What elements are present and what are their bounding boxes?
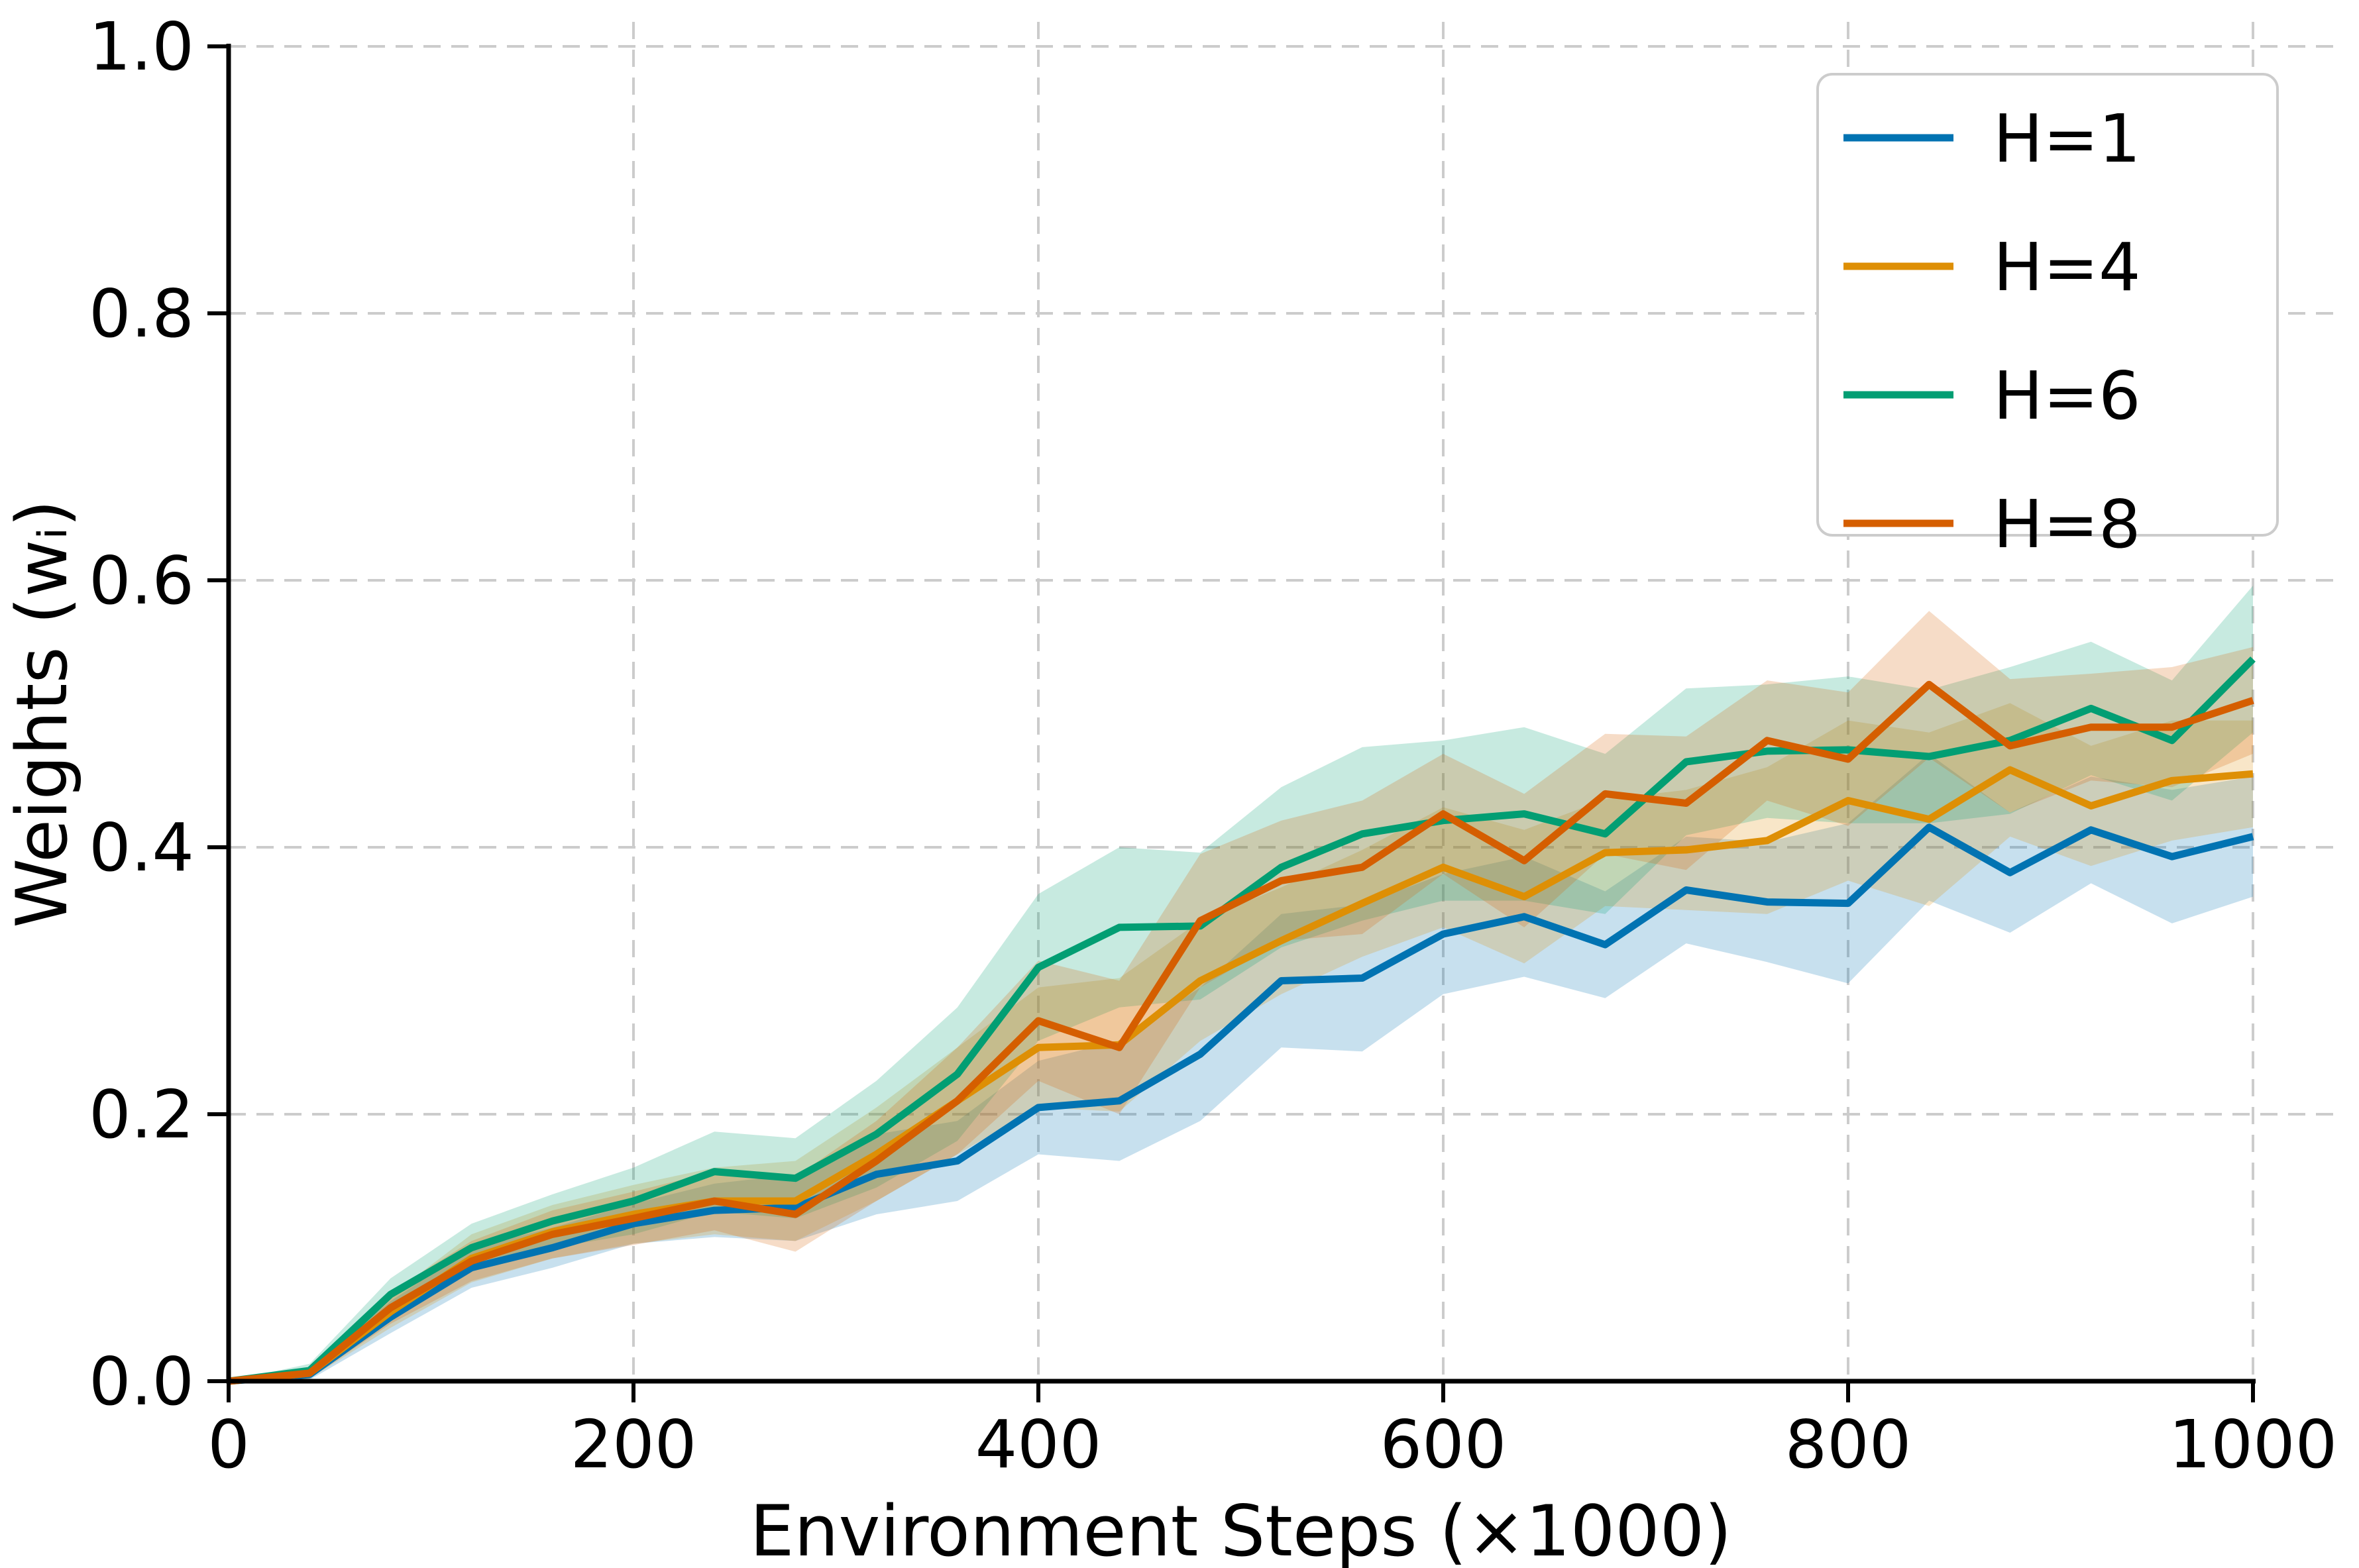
legend-label: H=6 <box>1993 357 2141 435</box>
legend-entry-h6: H=6 <box>1843 357 2141 435</box>
x-tick-label: 1000 <box>2169 1406 2338 1483</box>
y-tick-label: 1.0 <box>89 8 194 85</box>
band-h6 <box>229 586 2253 1381</box>
x-tick-label: 600 <box>1380 1406 1507 1483</box>
y-tick-label: 0.6 <box>89 542 194 619</box>
y-tick-label: 0.4 <box>89 809 194 886</box>
legend: H=1 H=4 H=6 H=8 <box>1816 73 2279 563</box>
x-tick-label: 400 <box>975 1406 1102 1483</box>
band-h8 <box>229 611 2253 1381</box>
legend-box <box>1816 73 2279 537</box>
legend-entry-h4: H=4 <box>1843 229 2141 306</box>
y-tick-label: 0.0 <box>89 1343 194 1420</box>
series-line-h8 <box>228 680 2254 1385</box>
legend-entry-h1: H=1 <box>1843 100 2141 178</box>
x-tick-label: 0 <box>207 1406 250 1483</box>
tick-marks <box>207 44 2255 1402</box>
y-axis-label: Weights (wᵢ) <box>1 499 83 928</box>
y-tick-label: 0.2 <box>89 1076 194 1153</box>
legend-label: H=1 <box>1993 100 2141 178</box>
legend-label: H=4 <box>1993 229 2141 306</box>
legend-label: H=8 <box>1993 486 2141 563</box>
y-tick-label: 0.8 <box>89 275 194 352</box>
band-h1 <box>229 754 2253 1381</box>
x-tick-label: 200 <box>571 1406 697 1483</box>
tick-labels: 0 200 400 600 800 1000 0.0 0.2 0.4 0.6 0.8 1.0 <box>89 8 2337 1483</box>
confidence-bands <box>229 586 2253 1381</box>
axes-spines <box>226 44 2256 1384</box>
x-tick-label: 800 <box>1785 1406 1912 1483</box>
series-lines <box>228 656 2256 1385</box>
series-line-h1 <box>228 823 2254 1385</box>
legend-entry-h8: H=8 <box>1843 486 2141 563</box>
x-axis-label: Environment Steps (×1000) <box>749 1490 1731 1568</box>
